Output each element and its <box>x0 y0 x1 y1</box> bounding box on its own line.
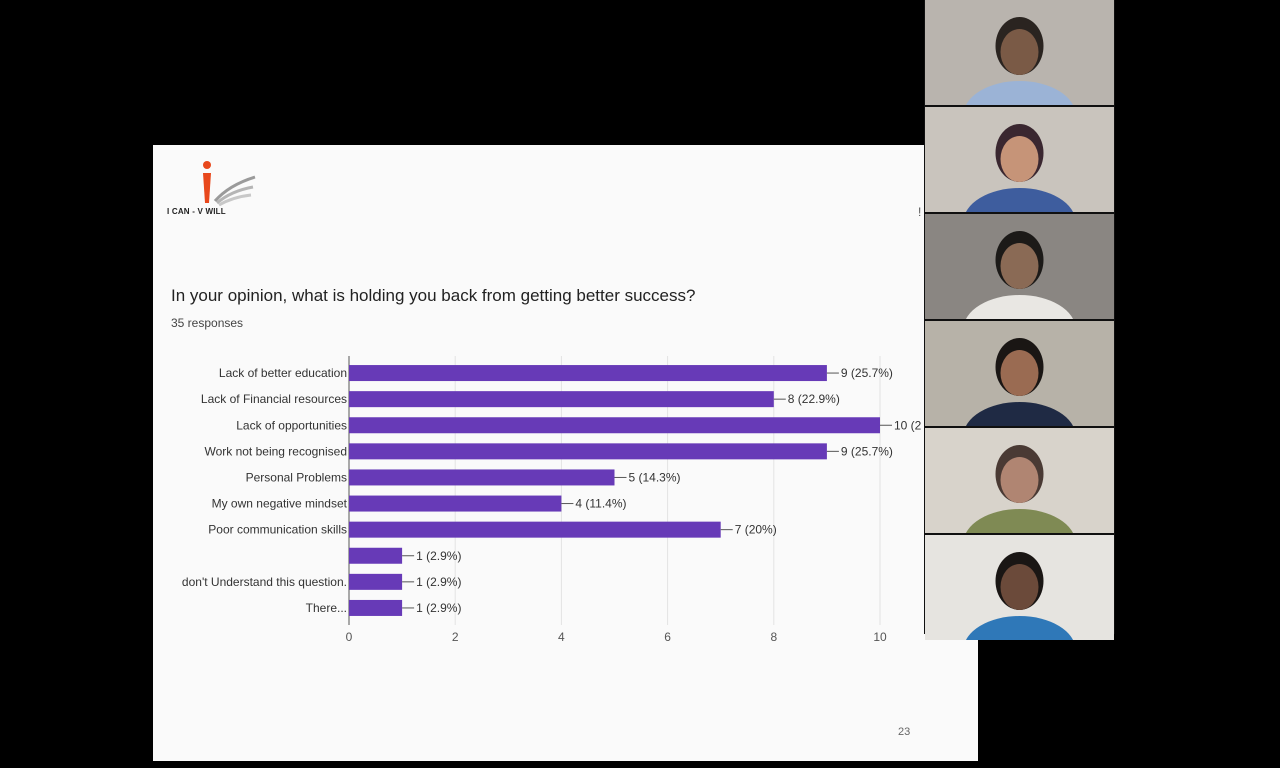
data-label: 9 (25.7%) <box>841 444 893 458</box>
data-label: 7 (20%) <box>735 523 777 537</box>
person-icon <box>925 214 1114 319</box>
person-icon <box>925 535 1114 640</box>
page-number: 23 <box>898 726 911 738</box>
bar <box>349 469 615 486</box>
edge-mark: ! <box>918 205 922 219</box>
participant-video-tile[interactable] <box>925 321 1114 426</box>
participants-panel <box>924 0 1115 640</box>
category-label: Personal Problems <box>246 470 347 484</box>
data-label: 1 (2.9%) <box>416 575 461 589</box>
bar <box>349 443 827 460</box>
responses-count: 35 responses <box>171 316 244 330</box>
bar <box>349 547 403 564</box>
data-label: 9 (25.7%) <box>841 366 893 380</box>
x-tick-label: 2 <box>452 630 459 644</box>
x-tick-label: 6 <box>664 630 671 644</box>
data-label: 1 (2.9%) <box>416 601 461 615</box>
data-label: 5 (14.3%) <box>629 470 681 484</box>
data-label: 4 (11.4%) <box>575 497 626 511</box>
x-tick-label: 10 <box>873 630 887 644</box>
x-tick-label: 8 <box>770 630 777 644</box>
participant-video-tile[interactable] <box>925 535 1114 640</box>
category-label: Poor communication skills <box>208 523 347 537</box>
category-label: Lack of opportunities <box>236 418 347 432</box>
bar <box>349 495 562 512</box>
brand-logo-icon <box>203 161 256 207</box>
bar <box>349 391 774 408</box>
participant-video-tile[interactable] <box>925 428 1114 533</box>
category-label: Lack of better education <box>219 366 347 380</box>
data-label: 1 (2.9%) <box>416 549 461 563</box>
bar-chart: 0 2 4 6 8 10 9 (25.7%) Lack of better education… <box>182 356 922 644</box>
x-tick-label: 4 <box>558 630 565 644</box>
bar <box>349 599 403 616</box>
participant-video-tile[interactable] <box>925 214 1114 319</box>
data-label: 8 (22.9%) <box>788 392 840 406</box>
logo-text: I CAN - V WILL <box>167 207 226 216</box>
category-label: My own negative mindset <box>212 497 348 511</box>
person-icon <box>925 428 1114 533</box>
category-label: Lack of Financial resources <box>201 392 347 406</box>
participant-video-tile[interactable] <box>925 107 1114 212</box>
participant-video-tile[interactable] <box>925 0 1114 105</box>
category-label: There... <box>306 601 347 615</box>
category-label: Work not being recognised <box>204 444 347 458</box>
data-label: 10 (2 <box>894 418 922 432</box>
bar <box>349 417 880 434</box>
presentation-slide: I CAN - V WILL ! In your opinion, what i… <box>153 145 978 761</box>
category-label: don't Understand this question. <box>182 575 347 589</box>
bar <box>349 365 827 382</box>
bar <box>349 521 721 538</box>
person-icon <box>925 107 1114 212</box>
person-icon <box>925 0 1114 105</box>
person-icon <box>925 321 1114 426</box>
question-title: In your opinion, what is holding you bac… <box>171 286 696 305</box>
x-tick-label: 0 <box>346 630 353 644</box>
bar <box>349 573 403 590</box>
